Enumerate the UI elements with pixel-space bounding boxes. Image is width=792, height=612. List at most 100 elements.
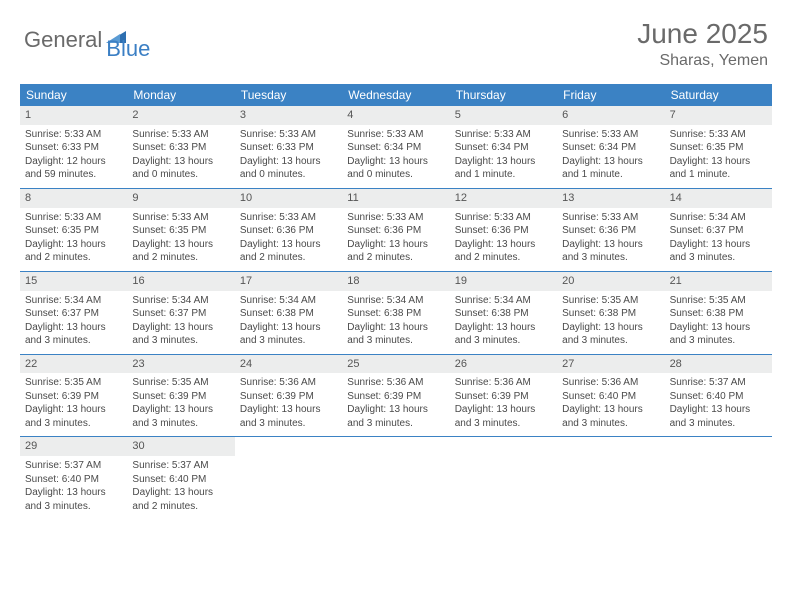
day-number: 16 bbox=[127, 272, 234, 291]
brand-word-2: Blue bbox=[106, 36, 150, 62]
brand-logo: General Blue bbox=[24, 18, 150, 62]
daylight-line: Daylight: 13 hours and 3 minutes. bbox=[240, 403, 337, 430]
daylight-line: Daylight: 13 hours and 3 minutes. bbox=[240, 321, 337, 348]
sunset-line: Sunset: 6:35 PM bbox=[132, 224, 229, 238]
day-cell: 4Sunrise: 5:33 AMSunset: 6:34 PMDaylight… bbox=[342, 106, 449, 188]
day-number: 14 bbox=[665, 189, 772, 208]
daylight-line: Daylight: 13 hours and 3 minutes. bbox=[562, 403, 659, 430]
sunrise-line: Sunrise: 5:35 AM bbox=[132, 376, 229, 390]
day-number: 24 bbox=[235, 355, 342, 374]
sunrise-line: Sunrise: 5:36 AM bbox=[240, 376, 337, 390]
day-cell: 8Sunrise: 5:33 AMSunset: 6:35 PMDaylight… bbox=[20, 189, 127, 271]
day-number: 3 bbox=[235, 106, 342, 125]
sunset-line: Sunset: 6:33 PM bbox=[240, 141, 337, 155]
day-number: 23 bbox=[127, 355, 234, 374]
day-cell: 9Sunrise: 5:33 AMSunset: 6:35 PMDaylight… bbox=[127, 189, 234, 271]
day-cell: 13Sunrise: 5:33 AMSunset: 6:36 PMDayligh… bbox=[557, 189, 664, 271]
sunset-line: Sunset: 6:39 PM bbox=[455, 390, 552, 404]
daylight-line: Daylight: 13 hours and 3 minutes. bbox=[347, 403, 444, 430]
daylight-line: Daylight: 13 hours and 2 minutes. bbox=[132, 486, 229, 513]
daylight-line: Daylight: 13 hours and 0 minutes. bbox=[240, 155, 337, 182]
sunset-line: Sunset: 6:39 PM bbox=[132, 390, 229, 404]
day-number: 9 bbox=[127, 189, 234, 208]
weekday-header: Wednesday bbox=[342, 84, 449, 106]
title-block: June 2025 Sharas, Yemen bbox=[637, 18, 768, 70]
daylight-line: Daylight: 13 hours and 3 minutes. bbox=[25, 403, 122, 430]
day-cell bbox=[665, 437, 772, 519]
calendar: Sunday Monday Tuesday Wednesday Thursday… bbox=[20, 84, 772, 519]
sunrise-line: Sunrise: 5:34 AM bbox=[347, 294, 444, 308]
sunset-line: Sunset: 6:40 PM bbox=[25, 473, 122, 487]
daylight-line: Daylight: 13 hours and 3 minutes. bbox=[562, 238, 659, 265]
day-cell: 2Sunrise: 5:33 AMSunset: 6:33 PMDaylight… bbox=[127, 106, 234, 188]
day-cell: 26Sunrise: 5:36 AMSunset: 6:39 PMDayligh… bbox=[450, 355, 557, 437]
sunrise-line: Sunrise: 5:35 AM bbox=[562, 294, 659, 308]
sunset-line: Sunset: 6:36 PM bbox=[240, 224, 337, 238]
sunrise-line: Sunrise: 5:37 AM bbox=[25, 459, 122, 473]
day-number: 21 bbox=[665, 272, 772, 291]
day-cell: 3 Sunrise: 5:33 AMSunset: 6:33 PMDaylight… bbox=[235, 106, 342, 188]
day-cell: 19Sunrise: 5:34 AMSunset: 6:38 PMDayligh… bbox=[450, 272, 557, 354]
sunset-line: Sunset: 6:38 PM bbox=[240, 307, 337, 321]
sunrise-line: Sunrise: 5:37 AM bbox=[132, 459, 229, 473]
week-row: 22Sunrise: 5:35 AMSunset: 6:39 PMDayligh… bbox=[20, 354, 772, 437]
daylight-line: Daylight: 13 hours and 1 minute. bbox=[562, 155, 659, 182]
week-row: 29Sunrise: 5:37 AMSunset: 6:40 PMDayligh… bbox=[20, 436, 772, 519]
day-number: 1 bbox=[20, 106, 127, 125]
sunrise-line: Sunrise: 5:34 AM bbox=[670, 211, 767, 225]
sunrise-line: Sunrise: 5:34 AM bbox=[240, 294, 337, 308]
daylight-line: Daylight: 13 hours and 3 minutes. bbox=[670, 321, 767, 348]
week-row: 8Sunrise: 5:33 AMSunset: 6:35 PMDaylight… bbox=[20, 188, 772, 271]
sunset-line: Sunset: 6:33 PM bbox=[25, 141, 122, 155]
day-cell: 22Sunrise: 5:35 AMSunset: 6:39 PMDayligh… bbox=[20, 355, 127, 437]
sunset-line: Sunset: 6:35 PM bbox=[670, 141, 767, 155]
day-cell: 23Sunrise: 5:35 AMSunset: 6:39 PMDayligh… bbox=[127, 355, 234, 437]
daylight-line: Daylight: 13 hours and 3 minutes. bbox=[455, 321, 552, 348]
day-cell: 28Sunrise: 5:37 AMSunset: 6:40 PMDayligh… bbox=[665, 355, 772, 437]
daylight-line: Daylight: 13 hours and 3 minutes. bbox=[25, 321, 122, 348]
sunrise-line: Sunrise: 5:33 AM bbox=[670, 128, 767, 142]
sunrise-line: Sunrise: 5:33 AM bbox=[240, 128, 337, 142]
sunset-line: Sunset: 6:34 PM bbox=[347, 141, 444, 155]
sunrise-line: Sunrise: 5:33 AM bbox=[25, 128, 122, 142]
day-cell: 16Sunrise: 5:34 AMSunset: 6:37 PMDayligh… bbox=[127, 272, 234, 354]
day-number: 12 bbox=[450, 189, 557, 208]
day-cell: 25Sunrise: 5:36 AMSunset: 6:39 PMDayligh… bbox=[342, 355, 449, 437]
sunrise-line: Sunrise: 5:36 AM bbox=[562, 376, 659, 390]
day-cell bbox=[342, 437, 449, 519]
daylight-line: Daylight: 13 hours and 1 minute. bbox=[455, 155, 552, 182]
sunset-line: Sunset: 6:39 PM bbox=[347, 390, 444, 404]
day-number: 8 bbox=[20, 189, 127, 208]
weekday-header: Tuesday bbox=[235, 84, 342, 106]
day-number: 2 bbox=[127, 106, 234, 125]
day-cell: 1Sunrise: 5:33 AMSunset: 6:33 PMDaylight… bbox=[20, 106, 127, 188]
sunrise-line: Sunrise: 5:33 AM bbox=[455, 128, 552, 142]
weekday-header: Thursday bbox=[450, 84, 557, 106]
day-cell bbox=[450, 437, 557, 519]
day-number: 11 bbox=[342, 189, 449, 208]
header: General Blue June 2025 Sharas, Yemen bbox=[0, 0, 792, 78]
daylight-line: Daylight: 13 hours and 2 minutes. bbox=[25, 238, 122, 265]
daylight-line: Daylight: 13 hours and 2 minutes. bbox=[240, 238, 337, 265]
daylight-line: Daylight: 13 hours and 3 minutes. bbox=[25, 486, 122, 513]
day-cell: 21Sunrise: 5:35 AMSunset: 6:38 PMDayligh… bbox=[665, 272, 772, 354]
sunset-line: Sunset: 6:40 PM bbox=[670, 390, 767, 404]
weekday-header: Monday bbox=[127, 84, 234, 106]
sunset-line: Sunset: 6:34 PM bbox=[455, 141, 552, 155]
sunset-line: Sunset: 6:38 PM bbox=[562, 307, 659, 321]
day-cell: 24Sunrise: 5:36 AMSunset: 6:39 PMDayligh… bbox=[235, 355, 342, 437]
day-cell: 6Sunrise: 5:33 AMSunset: 6:34 PMDaylight… bbox=[557, 106, 664, 188]
day-cell: 7Sunrise: 5:33 AMSunset: 6:35 PMDaylight… bbox=[665, 106, 772, 188]
sunset-line: Sunset: 6:34 PM bbox=[562, 141, 659, 155]
sunset-line: Sunset: 6:40 PM bbox=[132, 473, 229, 487]
daylight-line: Daylight: 13 hours and 3 minutes. bbox=[670, 403, 767, 430]
sunrise-line: Sunrise: 5:33 AM bbox=[132, 128, 229, 142]
sunrise-line: Sunrise: 5:34 AM bbox=[25, 294, 122, 308]
sunrise-line: Sunrise: 5:34 AM bbox=[455, 294, 552, 308]
day-cell: 20Sunrise: 5:35 AMSunset: 6:38 PMDayligh… bbox=[557, 272, 664, 354]
sunrise-line: Sunrise: 5:34 AM bbox=[132, 294, 229, 308]
day-number: 29 bbox=[20, 437, 127, 456]
daylight-line: Daylight: 13 hours and 3 minutes. bbox=[670, 238, 767, 265]
day-number: 22 bbox=[20, 355, 127, 374]
day-cell: 15Sunrise: 5:34 AMSunset: 6:37 PMDayligh… bbox=[20, 272, 127, 354]
